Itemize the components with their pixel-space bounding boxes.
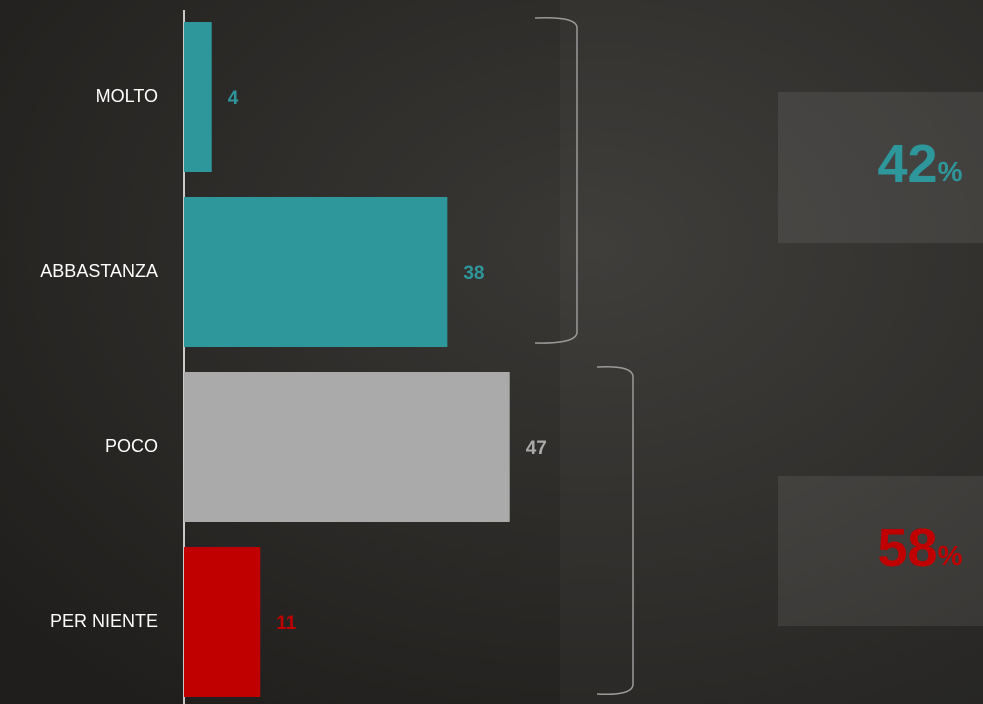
summary-value: 58: [878, 518, 938, 578]
category-label: ABBASTANZA: [40, 261, 158, 281]
summary-unit: %: [938, 156, 963, 187]
category-label: MOLTO: [96, 86, 158, 106]
page: {"chart_data": {"type": "bar", "orientat…: [0, 0, 983, 704]
bar: [184, 22, 212, 172]
category-label: PER NIENTE: [50, 611, 158, 631]
value-label: 47: [526, 438, 547, 459]
bar: [184, 547, 260, 697]
bar: [184, 197, 447, 347]
value-label: 11: [276, 613, 297, 634]
value-label: 38: [463, 263, 484, 284]
chart: MOLTO4ABBASTANZA38POCO47PER NIENTE1142%5…: [0, 0, 983, 704]
summary-value: 42: [878, 134, 938, 194]
bar: [184, 372, 510, 522]
summary-unit: %: [938, 540, 963, 571]
value-label: 4: [228, 88, 239, 109]
category-label: POCO: [105, 436, 158, 456]
